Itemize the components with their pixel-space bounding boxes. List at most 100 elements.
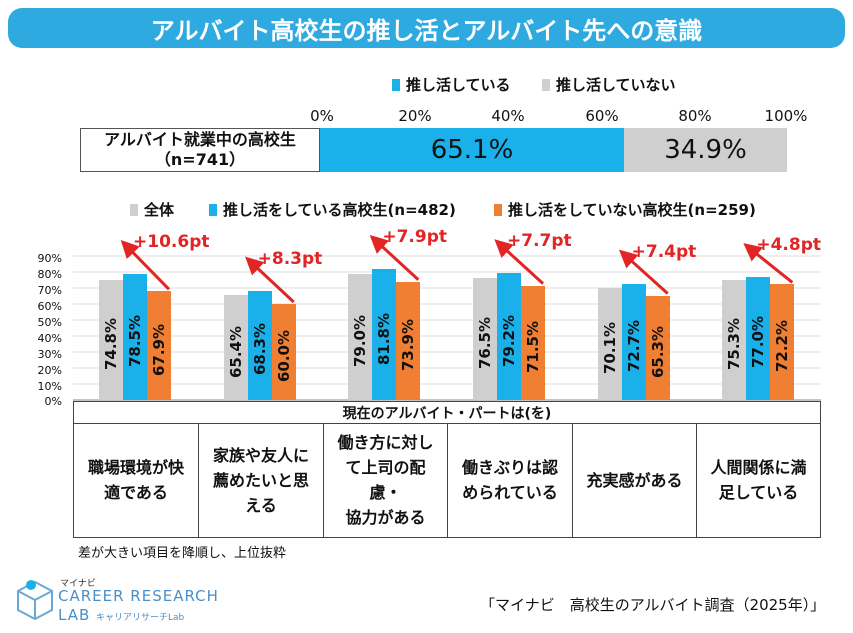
y-tick-20: 20%: [37, 364, 62, 377]
legend-swatch-no-oshi-students: [494, 203, 502, 216]
stack-tick-0: 0%: [310, 107, 334, 125]
category-cell-3-line3: 協力がある: [345, 508, 426, 527]
bar-label-3-series-3: 73.9%: [399, 318, 418, 371]
category-cell-3-line1: 働き方に対し: [337, 433, 434, 452]
source-citation: 「マイナビ 高校生のアルバイト調査（2025年）」: [480, 596, 826, 614]
stack-tick-100: 100%: [764, 107, 808, 125]
diff-label-3: +7.9pt: [382, 227, 447, 248]
y-tick-90: 90%: [37, 252, 62, 265]
diff-arrow-6: [743, 243, 794, 284]
stack-tick-40: 40%: [491, 107, 525, 125]
category-cell-2-line1: 家族や友人に: [212, 445, 309, 465]
y-tick-10: 10%: [37, 380, 62, 393]
diff-label-4: +7.7pt: [507, 231, 572, 252]
category-cell-6: 人間関係に満 足している: [697, 423, 820, 537]
category-cell-3: 働き方に対し て上司の配慮・ 協力がある: [324, 423, 448, 537]
y-tick-60: 60%: [37, 300, 62, 313]
footnote: 差が大きい項目を降順し、上位抜粋: [78, 546, 287, 561]
legend-label-oshi-students: 推し活をしている高校生(n=482): [223, 201, 456, 219]
category-cell-2-line2: 薦めたいと思: [212, 470, 309, 490]
legend-item-no-oshi-students: 推し活をしていない高校生(n=259): [494, 199, 756, 220]
bar-label-6-series-3: 72.2%: [773, 320, 792, 373]
y-tick-30: 30%: [37, 348, 62, 361]
legend-item-oshi-students: 推し活をしている高校生(n=482): [209, 199, 456, 220]
diff-label-6: +4.8pt: [756, 234, 821, 255]
logo-small-text: マイナビ: [60, 579, 96, 589]
stack-row-label-line1: アルバイト就業中の高校生: [104, 130, 296, 149]
bar-2-series-3: [271, 304, 296, 400]
bar-4-series-1: [473, 277, 497, 400]
category-cell-5-line1: 充実感がある: [586, 470, 683, 490]
logo-sub: キャリアリサーチLab: [96, 613, 185, 623]
bar-1-series-1: [99, 280, 123, 400]
stack-tick-20: 20%: [398, 107, 432, 125]
bar-label-2-series-2: 68.3%: [250, 323, 269, 376]
bar-label-6-series-1: 75.3%: [725, 317, 744, 370]
logo-cube-icon: [17, 580, 53, 621]
y-tick-50: 50%: [37, 316, 62, 329]
legend-swatch-oshi-students: [209, 203, 217, 216]
diff-arrow-2: [245, 256, 295, 304]
bar-label-2-series-1: 65.4%: [226, 325, 245, 378]
bar-3-series-3: [396, 281, 421, 400]
bar-label-1-series-2: 78.5%: [126, 315, 144, 368]
stack-segment-oshi: 65.1%: [320, 128, 624, 172]
category-cell-2-line3: える: [245, 495, 277, 515]
logo-line1: CAREER RESEARCH: [58, 587, 219, 605]
category-cell-2: 家族や友人に 薦めたいと思 える: [199, 423, 324, 537]
stack-row-label: アルバイト就業中の高校生 （n=741）: [80, 128, 320, 172]
bar-label-5-series-2: 72.7%: [624, 319, 643, 372]
diff-arrow-3: [369, 235, 420, 281]
bar-6-series-3: [770, 284, 795, 400]
bar-6-series-1: [722, 279, 747, 400]
bar-1-series-2: [123, 274, 147, 400]
y-tick-40: 40%: [37, 332, 62, 345]
bar-label-2-series-3: 60.0%: [274, 329, 293, 383]
bar-label-1-series-1: 74.8%: [102, 318, 120, 371]
bar-label-5-series-1: 70.1%: [600, 321, 619, 374]
legend-item-oshi: 推し活している: [392, 74, 511, 95]
legend-swatch-all: [130, 203, 138, 216]
legend-label-oshi: 推し活している: [406, 76, 511, 94]
category-cell-6-line2: 足している: [718, 483, 799, 502]
bar-label-5-series-3: 65.3%: [648, 325, 667, 378]
diff-arrow-1: [120, 239, 171, 291]
diff-label-1: +10.6pt: [133, 232, 210, 253]
bar-label-6-series-2: 77.0%: [749, 316, 768, 369]
table-header: 現在のアルバイト・パートは(を): [74, 402, 820, 424]
category-cell-4-line2: められている: [462, 483, 558, 502]
legend-label-no-oshi: 推し活していない: [556, 76, 676, 94]
bar-label-3-series-1: 79.0%: [351, 314, 370, 367]
bar-label-4-series-2: 79.2%: [500, 314, 518, 367]
category-cell-1-line2: 適である: [104, 483, 168, 502]
bar-4-series-3: [521, 285, 545, 400]
diff-label-5: +7.4pt: [631, 241, 697, 262]
legend-swatch-no-oshi: [542, 78, 550, 91]
diff-arrow-4: [494, 239, 545, 285]
bar-3-series-1: [348, 273, 373, 400]
legend-item-no-oshi: 推し活していない: [542, 74, 676, 95]
legend-swatch-oshi: [392, 78, 400, 91]
logo-line2: LAB: [58, 606, 91, 624]
category-cell-4-line1: 働きぶりは認: [461, 458, 558, 477]
bar-5-series-1: [597, 287, 622, 400]
stack-segment-no-oshi: 34.9%: [624, 128, 787, 172]
bar-5-series-2: [621, 283, 646, 400]
y-tick-80: 80%: [37, 268, 62, 281]
y-tick-70: 70%: [37, 284, 62, 297]
legend-label-no-oshi-students: 推し活をしていない高校生(n=259): [508, 201, 756, 219]
page-title: アルバイト高校生の推し活とアルバイト先への意識: [8, 8, 845, 48]
bar-5-series-3: [645, 295, 670, 400]
category-cell-1-line1: 職場環境が快: [87, 458, 184, 477]
bar-4-series-2: [497, 273, 521, 400]
diff-arrow-5: [618, 249, 669, 295]
bar-label-1-series-3: 67.9%: [150, 323, 168, 376]
bar-3-series-2: [372, 269, 397, 400]
legend-label-all: 全体: [144, 201, 175, 219]
legend-item-all: 全体: [130, 199, 174, 220]
category-cell-4: 働きぶりは認 められている: [448, 423, 573, 537]
bar-6-series-2: [746, 276, 771, 400]
bar-label-4-series-1: 76.5%: [476, 316, 494, 369]
bar-1-series-3: [147, 291, 171, 400]
